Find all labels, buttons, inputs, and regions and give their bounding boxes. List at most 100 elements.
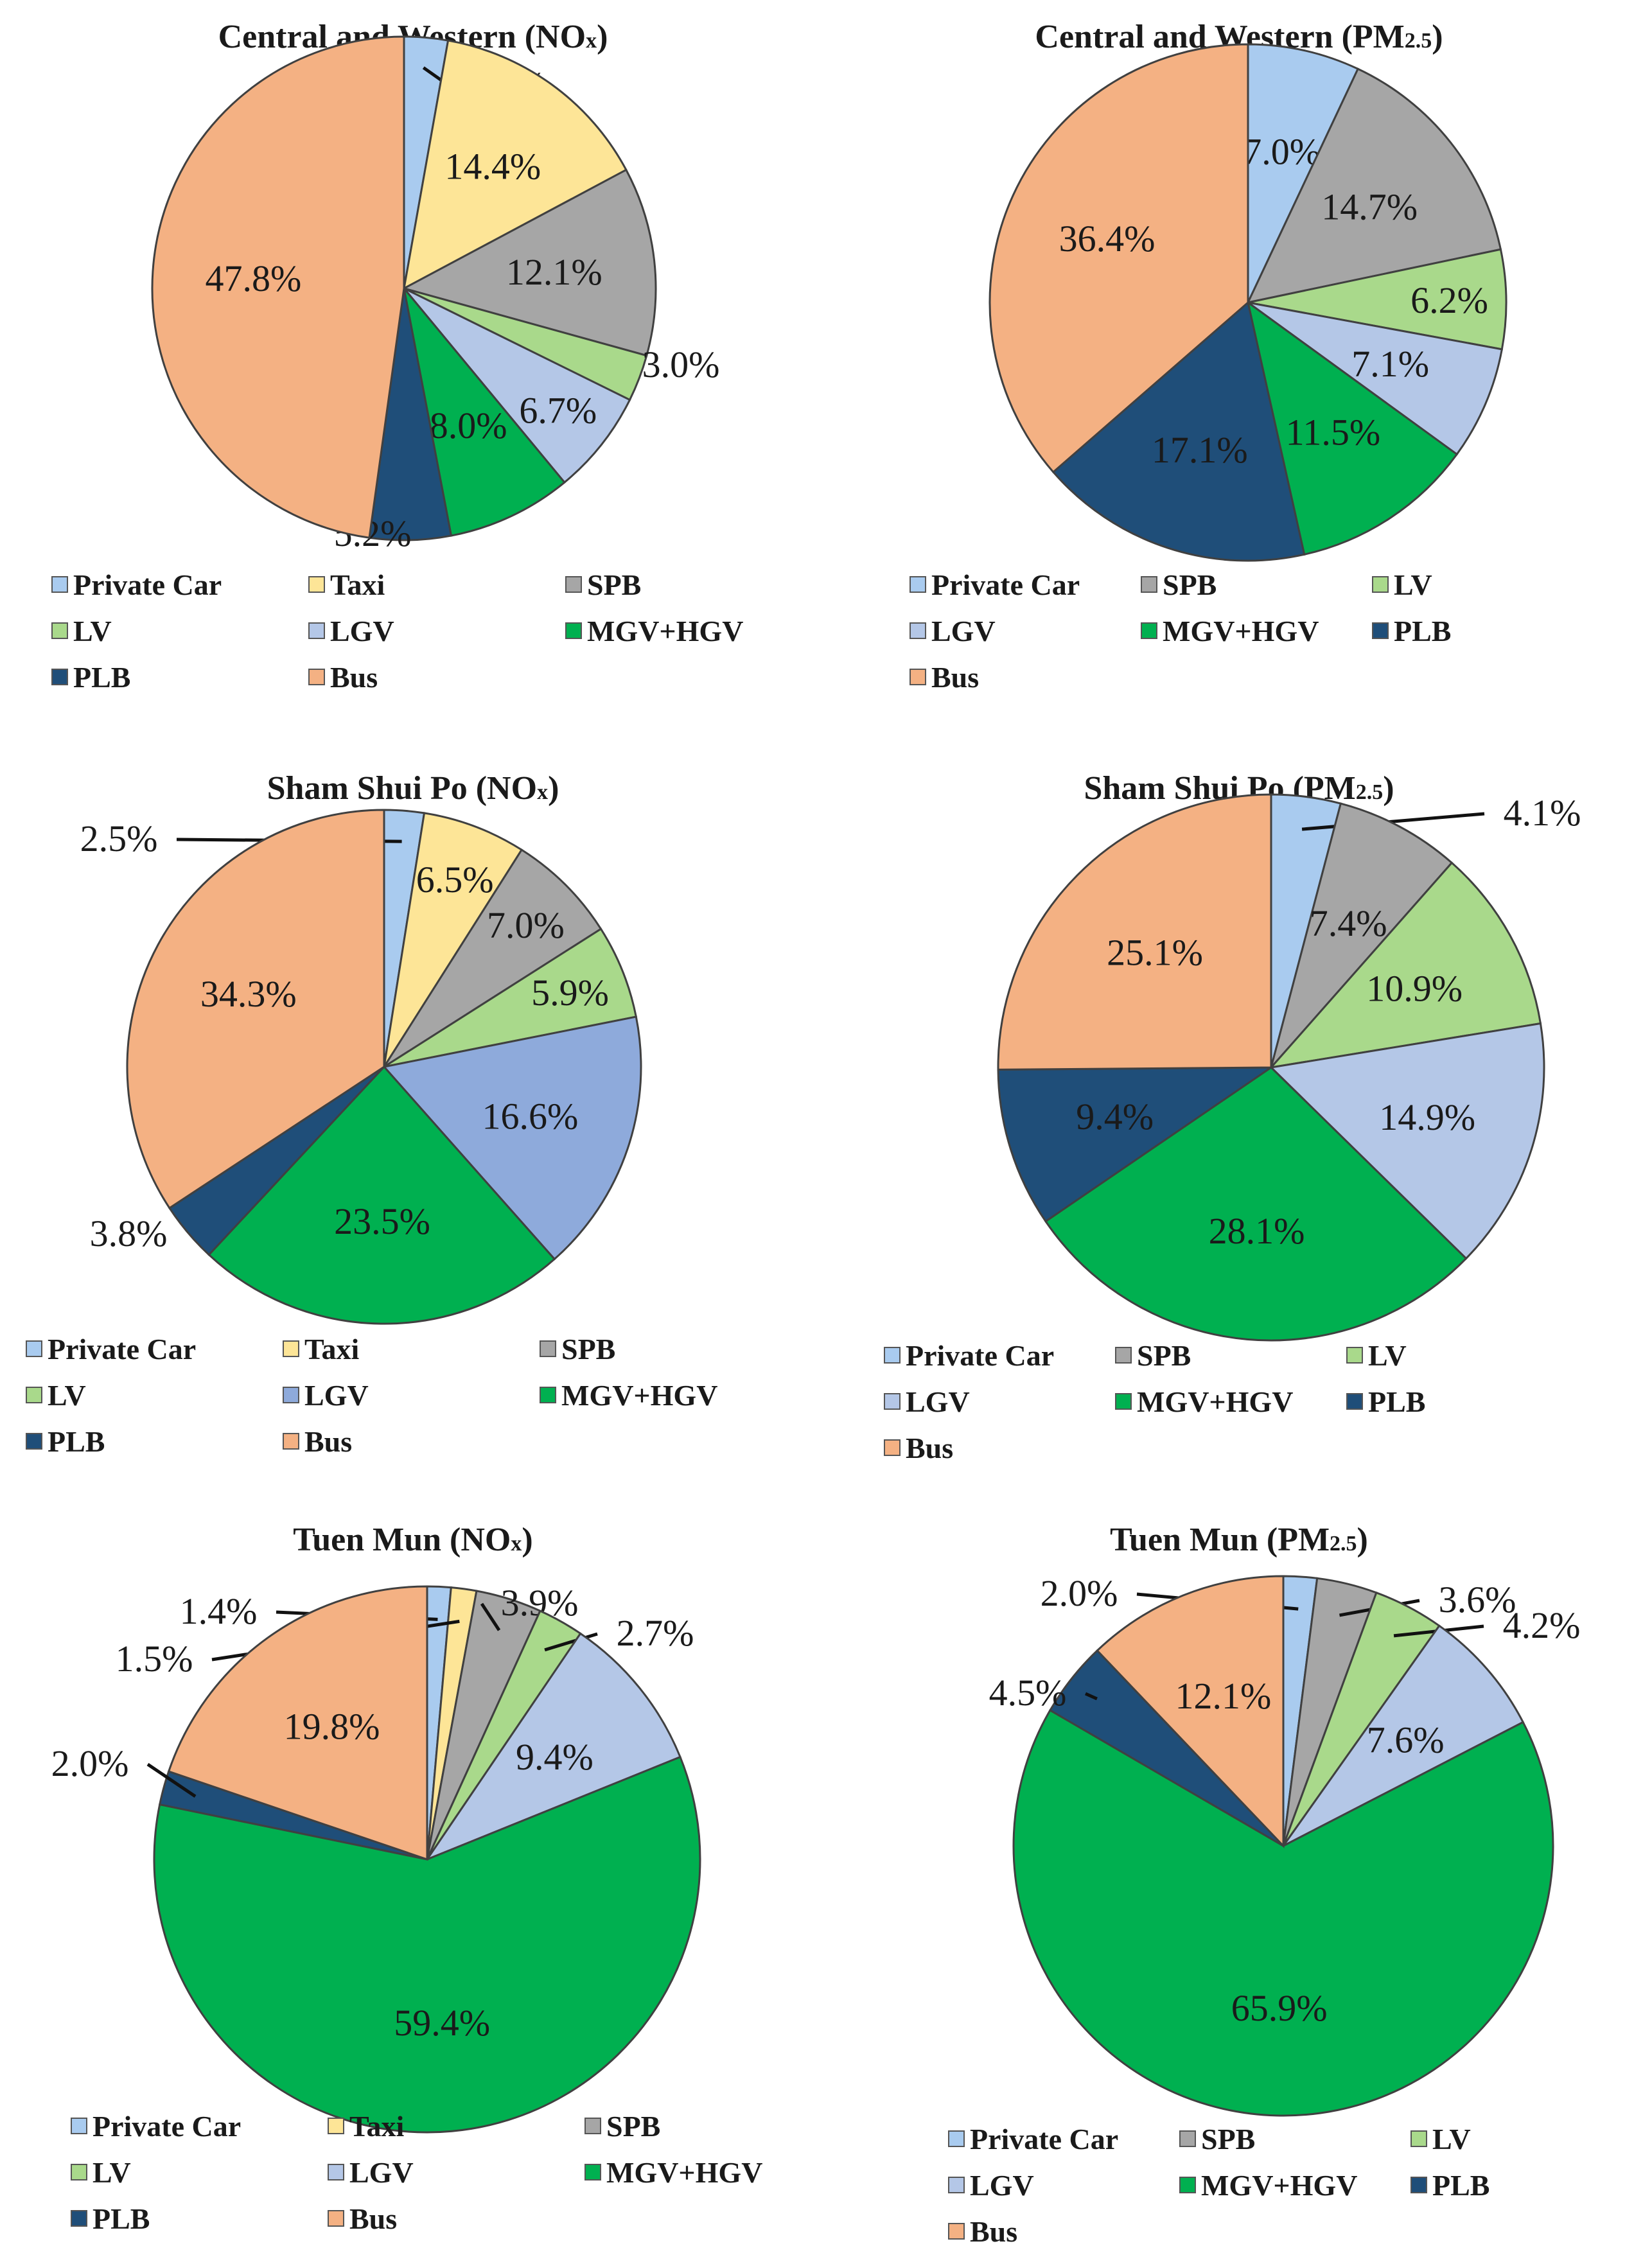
legend-label: LV — [1394, 568, 1432, 601]
legend-swatch — [308, 669, 325, 685]
legend-swatch — [26, 1387, 42, 1403]
pie-panel: Tuen Mun (NOx) 1.4% 1.5% 3.9% 2.7% 9.4% 59.4% 2… — [0, 1503, 826, 2254]
data-label: 3.0% — [642, 344, 720, 385]
legend-item-bus: Bus — [948, 2212, 1017, 2251]
data-label: 7.0% — [1243, 131, 1321, 173]
data-label: 12.1% — [1175, 1675, 1271, 1717]
chart-title-text: Tuen Mun (NO — [293, 1522, 511, 1558]
data-label: 19.8% — [284, 1706, 380, 1748]
chart-title: Tuen Mun (PM2.5) — [826, 1521, 1652, 1559]
data-label: 1.4% — [180, 1590, 258, 1632]
legend-swatch — [328, 2118, 344, 2134]
data-label: 8.0% — [430, 405, 507, 446]
data-label: 7.4% — [1310, 902, 1387, 944]
legend-swatch — [1410, 2177, 1427, 2193]
pie-chart: 4.1% 7.4% 10.9% 14.9% 28.1% 9.4% 25.1% — [997, 792, 1581, 1342]
legend-label: LGV — [906, 1385, 970, 1418]
legend-swatch — [51, 576, 68, 593]
data-label: 9.4% — [1076, 1096, 1154, 1137]
legend-item-private-car: Private Car — [948, 2119, 1118, 2158]
pie-panel: Tuen Mun (PM2.5) 2.0% 3.6% 4.2% 7.6% 65.9% 4.5… — [826, 1503, 1652, 2254]
legend-label: Private Car — [73, 568, 222, 601]
legend-item-spb: SPB — [1179, 2119, 1255, 2158]
legend-label: MGV+HGV — [1163, 614, 1319, 647]
pie-slice-mgv-hgv — [207, 1065, 556, 1325]
data-label: 65.9% — [1231, 1987, 1328, 2029]
chart-title-end: ) — [597, 19, 608, 55]
legend-item-lv: LV — [1372, 565, 1432, 604]
legend-item-spb: SPB — [540, 1329, 615, 1368]
pie-chart: 1.4%1.5%3.9%2.7%9.4%59.4%2.0%19.8% — [51, 1582, 701, 2134]
legend-swatch — [565, 576, 582, 593]
legend-item-private-car: Private Car — [884, 1336, 1054, 1374]
data-label: 14.4% — [444, 146, 541, 188]
legend-swatch — [584, 2118, 601, 2134]
pie-slice-lgv — [1282, 1624, 1525, 1847]
pie-slice-spb — [401, 168, 657, 357]
legend-label: Private Car — [931, 568, 1080, 601]
legend-label: SPB — [587, 568, 642, 601]
legend-swatch — [909, 622, 926, 639]
legend-swatch — [948, 2177, 965, 2193]
legend-label: Private Car — [970, 2122, 1119, 2155]
pie-slice-bus — [989, 43, 1249, 474]
pie-slice-spb — [1246, 67, 1502, 304]
pie-slice-lgv — [424, 1632, 681, 1862]
data-label: 7.0% — [487, 904, 565, 946]
pie-slice-mgv-hgv — [1246, 300, 1459, 556]
legend-item-lgv: LGV — [948, 2166, 1034, 2204]
pie-slice-bus — [167, 1585, 428, 1861]
legend-label: MGV+HGV — [561, 1378, 718, 1412]
legend-item-plb: PLB — [51, 658, 130, 696]
legend-swatch — [909, 576, 926, 593]
data-label: 4.5% — [989, 1672, 1067, 1714]
legend-item-taxi: Taxi — [283, 1329, 359, 1368]
data-label: 59.4% — [394, 2002, 490, 2044]
pie-panel: Sham Shui Po (NOx) 2.5% 6.5% 7.0% 5.9% 16.6% 2… — [0, 751, 826, 1503]
legend-label: PLB — [1394, 614, 1452, 647]
legend-swatch — [1179, 2177, 1196, 2193]
pie-slice-mgv-hgv — [1012, 1708, 1554, 2117]
legend-swatch — [1179, 2130, 1196, 2147]
legend-swatch — [1346, 1393, 1363, 1410]
pie-slice-spb — [383, 848, 602, 1068]
pie-slice-lgv — [403, 287, 631, 484]
legend-item-bus: Bus — [328, 2199, 397, 2238]
legend-swatch — [51, 669, 68, 685]
legend-label: PLB — [48, 1425, 105, 1458]
pie-slice-plb — [1051, 301, 1306, 562]
legend-label: Private Car — [906, 1338, 1055, 1372]
legend-item-lv: LV — [1410, 2119, 1471, 2158]
legend-item-bus: Bus — [283, 1422, 352, 1461]
data-label: 14.9% — [1379, 1096, 1475, 1138]
chart-title-subscript: x — [586, 29, 597, 53]
pie-slice-private-car — [1247, 43, 1360, 303]
legend-label: Bus — [349, 2202, 398, 2235]
pie-slice-taxi — [383, 812, 523, 1067]
data-label: 28.1% — [1209, 1210, 1305, 1252]
data-label: 6.7% — [519, 390, 597, 432]
leader-line — [544, 1632, 598, 1652]
legend-swatch — [328, 2164, 344, 2180]
data-label: 14.7% — [1321, 186, 1418, 227]
chart-title-subscript: 2.5 — [1330, 1532, 1357, 1556]
legend-swatch — [51, 622, 68, 639]
chart-title: Sham Shui Po (NOx) — [0, 769, 826, 807]
chart-title-subscript: x — [537, 780, 549, 804]
legend-label: PLB — [1368, 1385, 1426, 1418]
legend-label: SPB — [1163, 568, 1217, 601]
legend-label: LGV — [304, 1378, 369, 1412]
legend-swatch — [283, 1433, 299, 1450]
legend-label: LV — [1432, 2122, 1471, 2155]
data-label: 47.8% — [205, 258, 301, 299]
legend-label: SPB — [1201, 2122, 1256, 2155]
legend-label: MGV+HGV — [606, 2155, 763, 2189]
pie-slice-mgv-hgv — [153, 1755, 701, 2134]
legend-item-private-car: Private Car — [71, 2107, 241, 2145]
legend-label: PLB — [92, 2202, 150, 2235]
legend-swatch — [1372, 576, 1389, 593]
pie-slice-plb — [997, 1066, 1274, 1223]
legend-item-bus: Bus — [308, 658, 378, 696]
legend-swatch — [884, 1347, 901, 1364]
data-label: 10.9% — [1366, 968, 1463, 1010]
